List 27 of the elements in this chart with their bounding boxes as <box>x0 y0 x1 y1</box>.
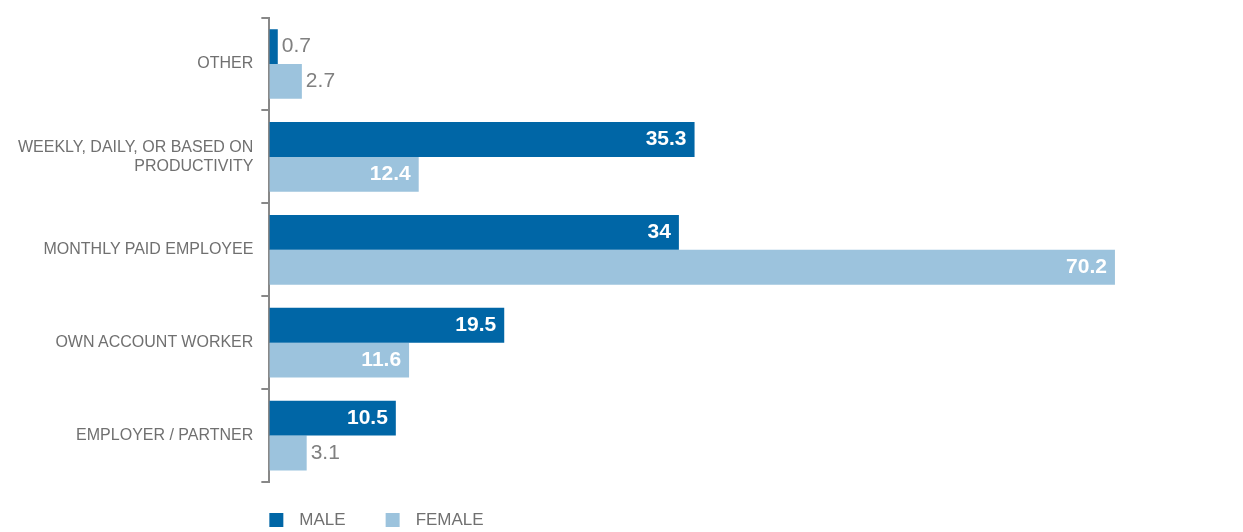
bar <box>269 342 410 378</box>
data-label: 35.3 <box>645 126 687 150</box>
y-tick-label: OTHER <box>197 54 254 72</box>
data-label: 10.5 <box>346 404 389 428</box>
y-tick-label: WEEKLY, DAILY, OR BASED ON PRODUCTIVITY <box>18 137 254 174</box>
y-tick-label: EMPLOYER / PARTNER <box>76 425 254 443</box>
data-label: 34 <box>647 219 672 243</box>
bar <box>269 64 302 99</box>
data-label: 12.4 <box>369 161 412 185</box>
bar <box>269 29 278 65</box>
data-label: 70.2 <box>1066 254 1107 278</box>
bar <box>269 435 307 471</box>
data-label: 0.7 <box>281 33 311 57</box>
bar <box>269 249 1115 285</box>
legend-label: FEMALE <box>415 509 484 529</box>
legend-label: MALE <box>299 509 346 529</box>
data-label: 19.5 <box>455 312 497 336</box>
data-label: 2.7 <box>305 68 336 92</box>
data-label: 3.1 <box>310 439 340 463</box>
y-tick-label: MONTHLY PAID EMPLOYEE <box>43 240 254 258</box>
bar <box>269 214 679 250</box>
bar <box>269 122 695 157</box>
y-tick-label: OWN ACCOUNT WORKER <box>55 333 254 351</box>
data-label: 11.6 <box>361 346 402 370</box>
bar <box>269 156 419 192</box>
bar <box>269 400 396 436</box>
bar <box>269 307 505 343</box>
